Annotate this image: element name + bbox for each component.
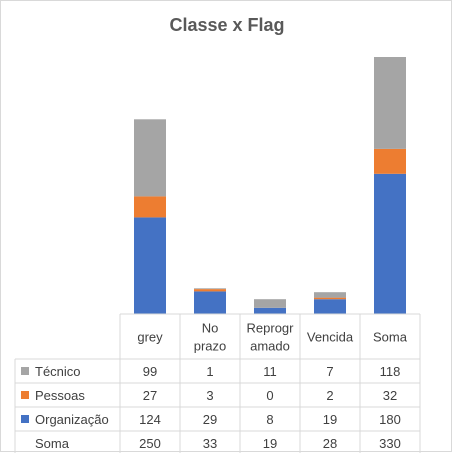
row-label-tcnico: Técnico: [35, 364, 81, 379]
data-label-r1-c3: 2: [326, 388, 333, 403]
bar-tcnico-4: [374, 57, 406, 149]
legend-swatch-organizao: [21, 415, 29, 423]
data-label-r0-c3: 7: [326, 364, 333, 379]
bar-pessoas-3: [314, 297, 346, 300]
bar-tcnico-2: [254, 299, 286, 308]
data-label-r3-c4: 330: [379, 436, 401, 451]
category-label-2-line-1: amado: [250, 339, 290, 354]
data-label-r0-c0: 99: [143, 364, 157, 379]
category-label-3: Vencida: [307, 330, 354, 345]
data-label-r0-c4: 118: [380, 364, 401, 379]
bar-pessoas-4: [374, 148, 406, 174]
category-label-1-line-0: No: [202, 321, 219, 336]
legend-swatch-pessoas: [21, 391, 29, 399]
data-label-r1-c1: 3: [206, 388, 213, 403]
data-label-r1-c4: 32: [383, 388, 397, 403]
data-table: grey No prazo Reprogr amado Vencida Soma Técnic…: [14, 313, 421, 456]
data-label-r3-c2: 19: [263, 436, 277, 451]
data-label-r3-c3: 28: [323, 436, 337, 451]
category-label-0: grey: [137, 330, 163, 345]
data-label-r2-c3: 19: [323, 412, 337, 427]
bar-organizao-0: [134, 217, 166, 314]
data-label-r1-c2: 0: [266, 388, 273, 403]
bar-tcnico-1: [194, 288, 226, 290]
data-label-r0-c2: 11: [263, 364, 277, 379]
bar-tcnico-0: [134, 119, 166, 197]
bar-pessoas-0: [134, 196, 166, 218]
bar-organizao-4: [374, 173, 406, 314]
bar-organizao-3: [314, 299, 346, 314]
chart-title: Classe x Flag: [169, 15, 284, 35]
data-label-r2-c2: 8: [266, 412, 273, 427]
data-label-r2-c1: 29: [203, 412, 217, 427]
category-label-1-line-1: prazo: [194, 339, 227, 354]
category-label-4: Soma: [373, 330, 408, 345]
bar-tcnico-3: [314, 292, 346, 298]
row-label-pessoas: Pessoas: [35, 388, 85, 403]
data-label-r1-c0: 27: [143, 388, 157, 403]
data-label-r2-c4: 180: [379, 412, 401, 427]
row-label-organizao: Organização: [35, 412, 109, 427]
data-label-r3-c1: 33: [203, 436, 217, 451]
bar-pessoas-1: [194, 289, 226, 292]
data-label-r2-c0: 124: [139, 412, 161, 427]
category-label-2-line-0: Reprogr: [247, 321, 295, 336]
bar-organizao-2: [254, 307, 286, 314]
row-label-soma: Soma: [35, 436, 70, 451]
data-label-r3-c0: 250: [139, 436, 161, 451]
data-label-r0-c1: 1: [206, 364, 213, 379]
bars-layer: [134, 57, 406, 314]
legend-swatch-tcnico: [21, 367, 29, 375]
bar-organizao-1: [194, 291, 226, 314]
